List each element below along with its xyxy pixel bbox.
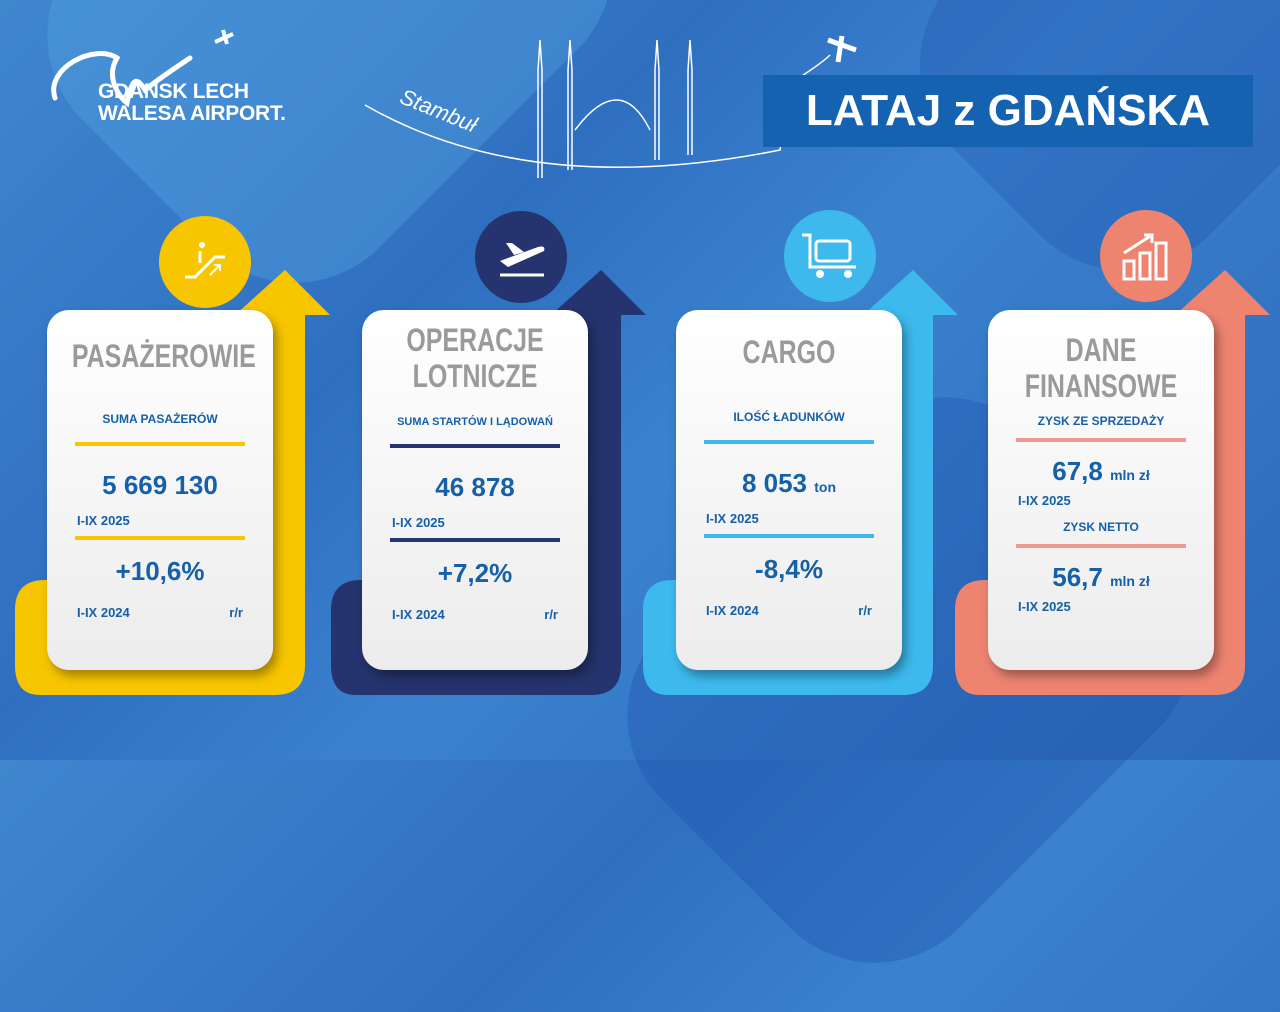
prev-period: I-IX 2024 — [77, 605, 130, 620]
metric-value: 67,8 — [1052, 456, 1103, 486]
change-value: +10,6% — [115, 556, 205, 586]
yoy-label: r/r — [858, 603, 872, 618]
metric-value: 46 878 — [435, 472, 515, 502]
divider — [390, 444, 560, 448]
escalator-icon — [159, 216, 251, 308]
prev-period: I-IX 2024 — [392, 607, 445, 622]
metric-label: SUMA STARTÓW I LĄDOWAŃ — [397, 416, 553, 428]
metric-label: ZYSK ZE SPRZEDAŻY — [1037, 414, 1165, 428]
divider — [704, 534, 874, 538]
card-cargo: CARGO ILOŚĆ ŁADUNKÓW 8 053 ton I-IX 2025… — [676, 310, 902, 670]
change-value: +7,2% — [437, 558, 513, 588]
divider — [390, 538, 560, 542]
card-operations: OPERACJE LOTNICZE SUMA STARTÓW I LĄDOWAŃ … — [362, 310, 588, 670]
unit-label: mln zł — [1110, 573, 1150, 589]
card-title: LOTNICZE — [412, 358, 538, 394]
metric-value: 56,7 — [1052, 562, 1103, 592]
card-finance: DANE FINANSOWE ZYSK ZE SPRZEDAŻY 67,8 mln… — [988, 310, 1214, 670]
unit-label: mln zł — [1110, 467, 1150, 483]
period-label: I-IX 2025 — [392, 515, 445, 530]
banner-title: LATAJ z GDAŃSKA — [763, 75, 1253, 147]
card-title: CARGO — [742, 334, 836, 370]
divider — [704, 440, 874, 444]
period-label: I-IX 2025 — [1018, 599, 1071, 614]
prev-period: I-IX 2024 — [706, 603, 759, 618]
plane-departure-icon — [475, 211, 567, 303]
period-label: I-IX 2025 — [77, 513, 130, 528]
metric-label: SUMA PASAŻERÓW — [102, 412, 218, 426]
luggage-cart-icon — [784, 210, 876, 302]
card-title: FINANSOWE — [1024, 368, 1178, 404]
metric-label: ILOŚĆ ŁADUNKÓW — [733, 410, 845, 424]
growth-chart-icon — [1100, 210, 1192, 302]
period-label: I-IX 2025 — [1018, 493, 1071, 508]
yoy-label: r/r — [544, 607, 558, 622]
divider — [75, 536, 245, 540]
istanbul-skyline-icon — [364, 35, 857, 178]
divider — [75, 442, 245, 446]
metric-value: 8 053 — [741, 468, 808, 498]
period-label: I-IX 2025 — [706, 511, 759, 526]
logo-line2: WALESA AIRPORT. — [98, 102, 286, 125]
divider — [1016, 544, 1186, 548]
divider — [1016, 438, 1186, 442]
logo-line1: GDANSK LECH — [98, 80, 249, 103]
unit-label: ton — [814, 479, 837, 495]
card-title: OPERACJE — [406, 322, 544, 358]
yoy-label: r/r — [229, 605, 243, 620]
card-title: PASAŻEROWIE — [71, 338, 256, 374]
metric-label: ZYSK NETTO — [1063, 520, 1139, 534]
card-passengers: PASAŻEROWIE SUMA PASAŻERÓW 5 669 130 I-I… — [47, 310, 273, 670]
change-value: -8,4% — [755, 554, 823, 584]
card-title: DANE — [1065, 332, 1137, 368]
logo-signature-icon — [51, 29, 234, 108]
metric-value: 5 669 130 — [102, 470, 218, 500]
